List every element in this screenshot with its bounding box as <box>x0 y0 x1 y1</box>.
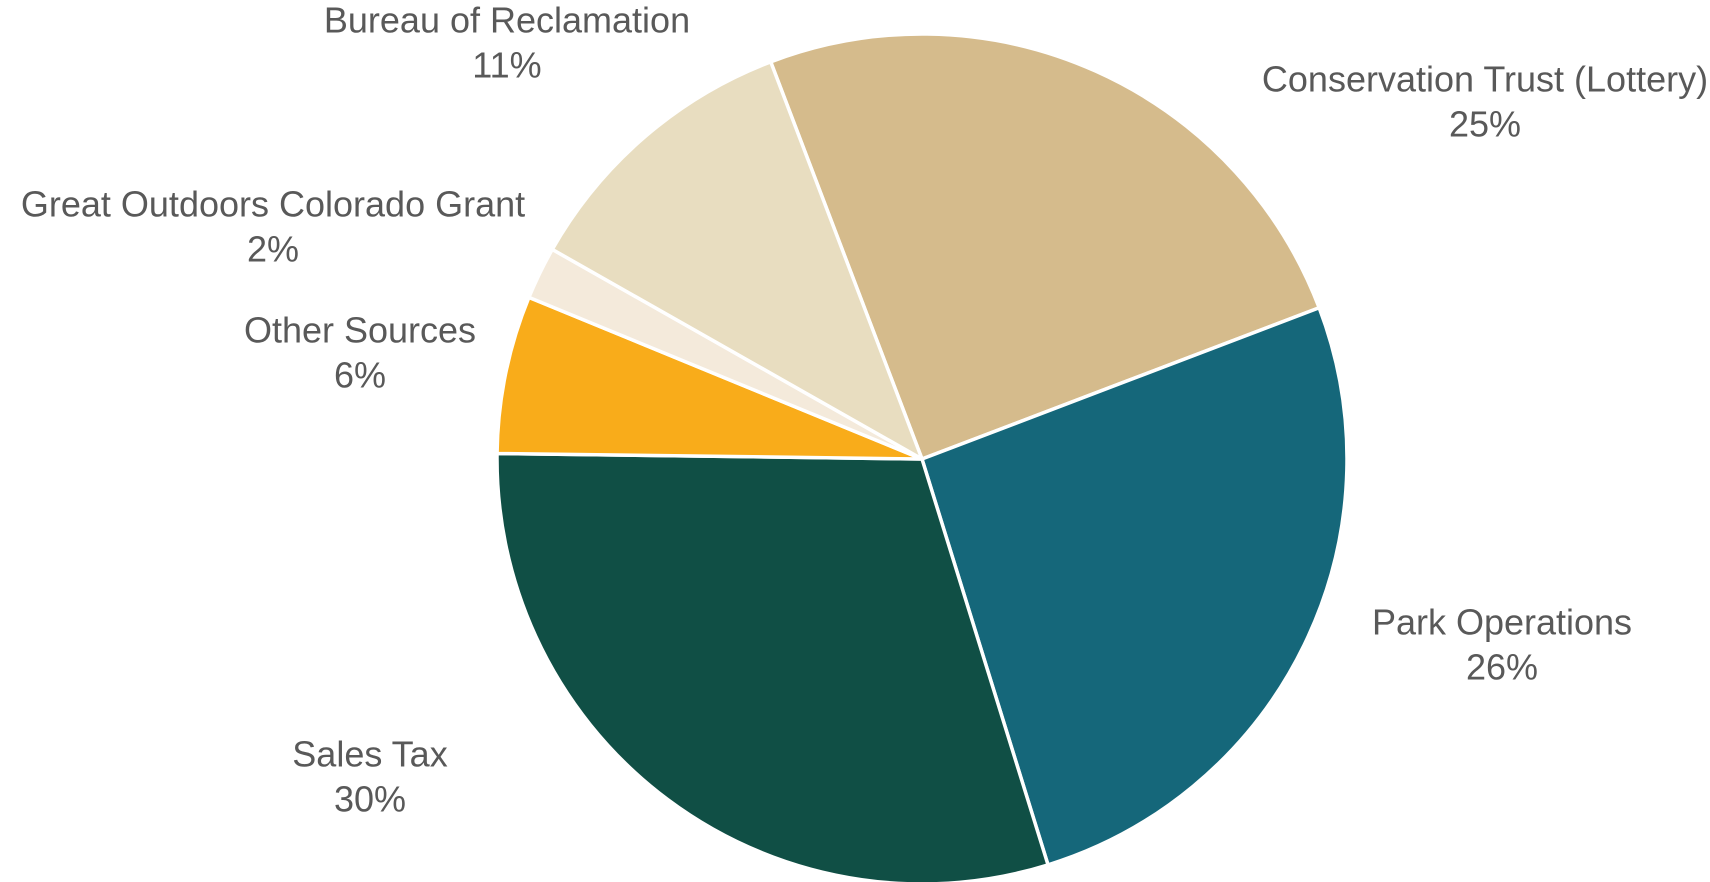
pie-slice-sales-tax <box>495 451 1050 882</box>
slice-percent-label: 25% <box>1449 104 1521 145</box>
slice-percent-label: 11% <box>472 45 541 86</box>
slice-percent-label: 26% <box>1466 647 1538 688</box>
slice-percent-label: 2% <box>247 229 299 270</box>
pie-slice-park-operations <box>920 305 1349 867</box>
slice-label: Other Sources <box>244 310 476 351</box>
slice-label: Conservation Trust (Lottery) <box>1262 59 1708 100</box>
slice-label: Park Operations <box>1372 602 1632 643</box>
pie-slices <box>495 32 1349 882</box>
pie-slice-bureau-of-reclamation <box>550 60 924 461</box>
pie-slice-conservation-trust-lottery <box>768 32 1321 461</box>
slice-percent-label: 6% <box>334 355 386 396</box>
slice-label: Great Outdoors Colorado Grant <box>21 184 525 225</box>
pie-labels: Conservation Trust (Lottery)25% Park Oper… <box>21 0 1708 820</box>
slice-percent-label: 30% <box>334 779 406 820</box>
slice-label: Sales Tax <box>292 734 447 775</box>
slice-label: Bureau of Reclamation <box>324 0 690 41</box>
pie-slice-other-sources <box>495 295 924 461</box>
